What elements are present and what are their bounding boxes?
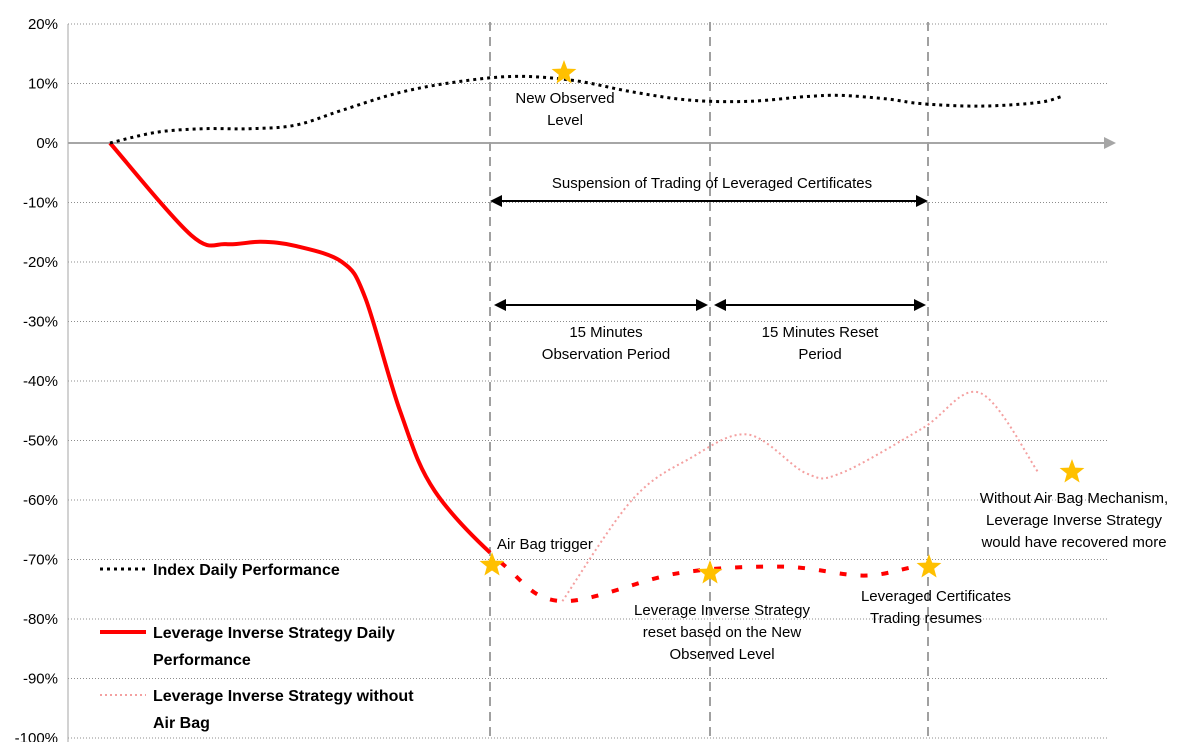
y-tick-label: 0% xyxy=(36,135,58,152)
observation-arrow xyxy=(494,299,708,311)
y-tick-labels: 20% 10% 0% -10% -20% -30% -40% -50% -60% -70% -80%… xyxy=(15,16,58,742)
event-stars xyxy=(479,60,1085,584)
legend-label-strategy-line1: Leverage Inverse Strategy Daily xyxy=(153,625,395,642)
star-reset xyxy=(697,560,723,584)
annotation-no-airbag-line2: Leverage Inverse Strategy xyxy=(986,512,1162,529)
legend-label-strategy-line2: Performance xyxy=(153,652,251,669)
suspension-arrow xyxy=(490,195,928,207)
annotation-suspension: Suspension of Trading of Leveraged Certi… xyxy=(552,175,872,192)
y-tick-label: -60% xyxy=(23,492,58,509)
annotation-reset-line2: Period xyxy=(798,346,841,363)
y-tick-label: -20% xyxy=(23,254,58,271)
x-axis-arrow xyxy=(1104,137,1116,149)
annotation-lis-reset-line3: Observed Level xyxy=(669,646,774,663)
legend-label-no-airbag-line2: Air Bag xyxy=(153,715,210,732)
annotation-reset-line1: 15 Minutes Reset xyxy=(762,324,880,341)
annotation-resume-line1: Leveraged Certificates xyxy=(861,588,1011,605)
series-line-strategy xyxy=(108,141,1062,604)
star-new-observed-level xyxy=(551,60,577,84)
y-tick-label: -10% xyxy=(23,195,58,212)
y-tick-label: -70% xyxy=(23,552,58,569)
series-line-index xyxy=(109,74,1062,145)
reset-arrow xyxy=(714,299,926,311)
annotation-resume-line2: Trading resumes xyxy=(870,610,982,627)
annotation-lis-reset-line1: Leverage Inverse Strategy xyxy=(634,602,810,619)
annotation-no-airbag-line1: Without Air Bag Mechanism, xyxy=(980,490,1168,507)
star-airbag-trigger xyxy=(479,552,505,576)
grid-lines xyxy=(68,23,1108,739)
y-tick-label: -90% xyxy=(23,671,58,688)
annotation-new-level-line1: New Observed xyxy=(515,90,614,107)
legend-label-no-airbag-line1: Leverage Inverse Strategy without xyxy=(153,688,414,705)
star-trading-resumes xyxy=(916,554,942,578)
y-tick-label: -80% xyxy=(23,611,58,628)
series-line-no-airbag xyxy=(561,390,1039,602)
annotation-observation-line2: Observation Period xyxy=(542,346,670,363)
y-tick-label: -50% xyxy=(23,433,58,450)
y-tick-label: 20% xyxy=(28,16,58,33)
star-without-airbag xyxy=(1059,459,1085,483)
annotation-new-level-line2: Level xyxy=(547,112,583,129)
legend-label-index: Index Daily Performance xyxy=(153,562,340,579)
y-tick-label: -40% xyxy=(23,373,58,390)
y-tick-label: -30% xyxy=(23,314,58,331)
annotation-airbag: Air Bag trigger xyxy=(497,536,593,553)
legend: Index Daily Performance Leverage Inverse… xyxy=(100,562,414,732)
y-tick-label: 10% xyxy=(28,76,58,93)
y-tick-label: -100% xyxy=(15,730,58,742)
annotation-no-airbag-line3: would have recovered more xyxy=(980,534,1166,551)
annotation-observation-line1: 15 Minutes xyxy=(569,324,642,341)
annotation-lis-reset-line2: reset based on the New xyxy=(643,624,802,641)
